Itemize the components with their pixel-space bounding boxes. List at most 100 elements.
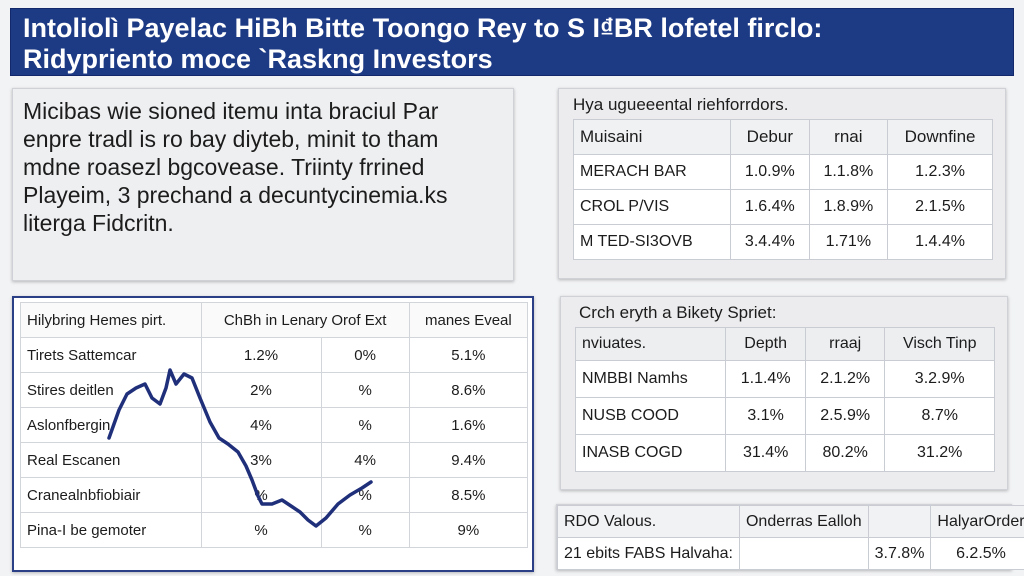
- table-cell: 8.6%: [408, 372, 529, 408]
- table-cell: 3.2.9%: [884, 360, 995, 398]
- table-row: MERACH BAR 1.0.9% 1.1.8% 1.2.3%: [572, 154, 993, 190]
- table-cell: 0%: [320, 337, 410, 373]
- table-row: Cranealnbfiobiair % % 8.5%: [20, 477, 529, 513]
- table-cell: 1.6%: [408, 407, 529, 443]
- page-title-line-1: Intoliolì Payelac HiBh Bitte Toongo Rey …: [23, 13, 823, 43]
- column-header: nviuates.: [574, 327, 727, 361]
- table-cell: Tirets Sattemcar: [20, 337, 202, 373]
- table-cell: 3%: [200, 442, 322, 478]
- spread-table: nviuates. Depth rraaj Visch Tinp NMBBI N…: [574, 327, 995, 472]
- table-row: Stires deitlen 2% % 8.6%: [20, 372, 529, 408]
- table-header-row: nviuates. Depth rraaj Visch Tinp: [574, 327, 995, 361]
- table-cell: 2.5.9%: [804, 397, 886, 435]
- table-row: Tirets Sattemcar 1.2% 0% 5.1%: [20, 337, 529, 373]
- table-row: Aslonfbergin 4% % 1.6%: [20, 407, 529, 443]
- table-cell: 1.0.9%: [730, 154, 810, 190]
- rates-table: Muisaini Debur rnai Downfine MERACH BAR …: [572, 119, 993, 260]
- column-header: Hilybring Hemes pirt.: [20, 302, 202, 338]
- table-cell: Pina-I be gemoter: [20, 512, 202, 548]
- column-header: HalyarOrder: [930, 505, 1024, 538]
- table-cell: NUSB COOD: [574, 397, 727, 435]
- intro-line: Playeim, 3 prechand a decuntycinemia.ks: [23, 182, 448, 208]
- table-cell: 3.4.4%: [730, 224, 810, 260]
- column-header: [867, 505, 932, 538]
- intro-line: mdne roasezl bgcovease. Triinty frrined: [23, 154, 425, 180]
- orders-table: RDO Valous. Onderras Ealloh HalyarOrder …: [557, 505, 1024, 570]
- table-cell: 4%: [200, 407, 322, 443]
- table-cell: %: [200, 512, 322, 548]
- table-row: NMBBI Namhs 1.1.4% 2.1.2% 3.2.9%: [574, 360, 995, 398]
- table-cell: 1.2.3%: [887, 154, 993, 190]
- table-cell: 31.2%: [884, 434, 995, 472]
- table-cell: Aslonfbergin: [20, 407, 202, 443]
- table-cell: CROL P/VIS: [572, 189, 732, 225]
- table-cell: %: [320, 512, 410, 548]
- table-cell: 2%: [200, 372, 322, 408]
- rates-table-card: Hya ugueeental riehforrdors. Muisaini De…: [558, 88, 1006, 279]
- table-row: Pina-I be gemoter % % 9%: [20, 512, 529, 548]
- column-header: manes Eveal: [408, 302, 529, 338]
- table-cell: M TED-SI3OVB: [572, 224, 732, 260]
- table-cell: 1.1.4%: [725, 360, 806, 398]
- intro-card: Micibas wie sioned itemu inta braciul Pa…: [12, 88, 514, 281]
- orders-table-card: RDO Valous. Onderras Ealloh HalyarOrder …: [556, 504, 1024, 570]
- table-cell: 1.4.4%: [887, 224, 993, 260]
- holdings-table-card: Hilybring Hemes pirt. ChBh in Lenary Oro…: [12, 296, 534, 572]
- table-cell: 1.71%: [808, 224, 889, 260]
- table-cell: 1.6.4%: [730, 189, 810, 225]
- table-cell: Cranealnbfiobiair: [20, 477, 202, 513]
- intro-line: enpre tradl is ro bay diyteb, minit to t…: [23, 126, 439, 152]
- table-header-row: RDO Valous. Onderras Ealloh HalyarOrder: [557, 505, 1024, 538]
- table-row: M TED-SI3OVB 3.4.4% 1.71% 1.4.4%: [572, 224, 993, 260]
- page-title-line-2: Ridypriento moce `Raskng Investors: [23, 44, 493, 74]
- table-cell: 6.2.5%: [930, 537, 1024, 570]
- table-cell: 80.2%: [804, 434, 886, 472]
- table-row: CROL P/VIS 1.6.4% 1.8.9% 2.1.5%: [572, 189, 993, 225]
- column-header: rraaj: [804, 327, 886, 361]
- table-cell: 5.1%: [408, 337, 529, 373]
- table-cell: 2.1.5%: [887, 189, 993, 225]
- table-cell: %: [320, 372, 410, 408]
- table-cell: Real Escanen: [20, 442, 202, 478]
- table-cell: 3.1%: [725, 397, 806, 435]
- column-header: Depth: [725, 327, 806, 361]
- table-cell: %: [200, 477, 322, 513]
- table-header-row: Hilybring Hemes pirt. ChBh in Lenary Oro…: [20, 302, 529, 338]
- table-cell: %: [320, 407, 410, 443]
- table-cell: Stires deitlen: [20, 372, 202, 408]
- spread-table-title: Crch eryth a Bikety Spriet:: [579, 303, 777, 322]
- table-cell: 31.4%: [725, 434, 806, 472]
- holdings-table: Hilybring Hemes pirt. ChBh in Lenary Oro…: [20, 302, 529, 548]
- table-cell: 9%: [408, 512, 529, 548]
- spread-table-card: Crch eryth a Bikety Spriet: nviuates. De…: [560, 296, 1008, 490]
- rates-table-title: Hya ugueeental riehforrdors.: [573, 95, 789, 114]
- table-cell: NMBBI Namhs: [574, 360, 727, 398]
- table-row: NUSB COOD 3.1% 2.5.9% 8.7%: [574, 397, 995, 435]
- table-cell: 4%: [320, 442, 410, 478]
- table-cell: 3.7.8%: [867, 537, 932, 570]
- table-cell: [738, 537, 869, 570]
- column-header: Visch Tinp: [884, 327, 995, 361]
- table-cell: 1.1.8%: [808, 154, 889, 190]
- table-row: 21 ebits FABS Halvaha: 3.7.8% 6.2.5%: [557, 537, 1024, 570]
- table-header-row: Muisaini Debur rnai Downfine: [572, 119, 993, 155]
- table-cell: INASB COGD: [574, 434, 727, 472]
- column-header: Muisaini: [572, 119, 732, 155]
- table-cell: MERACH BAR: [572, 154, 732, 190]
- table-cell: 21 ebits FABS Halvaha:: [557, 537, 740, 570]
- table-cell: 9.4%: [408, 442, 529, 478]
- column-header: Onderras Ealloh: [738, 505, 869, 538]
- table-cell: 1.2%: [200, 337, 322, 373]
- page-title-banner: Intoliolì Payelac HiBh Bitte Toongo Rey …: [10, 8, 1014, 76]
- table-cell: 2.1.2%: [804, 360, 886, 398]
- table-cell: 8.5%: [408, 477, 529, 513]
- intro-line: Micibas wie sioned itemu inta braciul Pa…: [23, 98, 439, 124]
- column-header: rnai: [808, 119, 889, 155]
- table-cell: 1.8.9%: [808, 189, 889, 225]
- table-row: Real Escanen 3% 4% 9.4%: [20, 442, 529, 478]
- intro-line: literga Fidcritn.: [23, 210, 174, 236]
- column-header: Downfine: [887, 119, 993, 155]
- column-header: RDO Valous.: [557, 505, 740, 538]
- table-cell: 8.7%: [884, 397, 995, 435]
- column-header: Debur: [730, 119, 810, 155]
